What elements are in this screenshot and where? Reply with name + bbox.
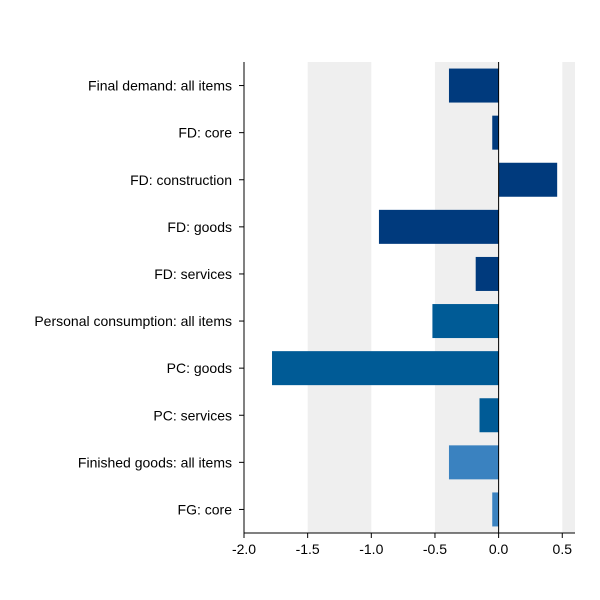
category-label: Final demand: all items bbox=[88, 78, 232, 94]
category-label: FD: services bbox=[154, 266, 232, 282]
bar-5 bbox=[432, 304, 499, 339]
background-band-0 bbox=[307, 62, 372, 533]
x-tick-label: -2.0 bbox=[232, 541, 256, 557]
x-tick-label: -1.5 bbox=[296, 541, 320, 557]
x-tick-label: 0.5 bbox=[553, 541, 573, 557]
axes-group bbox=[239, 62, 575, 538]
x-tick-label: -1.0 bbox=[359, 541, 383, 557]
bar-3 bbox=[378, 209, 499, 244]
bar-7 bbox=[479, 398, 499, 433]
bar-4 bbox=[475, 256, 499, 291]
tick-labels-group: -2.0 -1.5 -1.0 -0.5 0.0 0.5 bbox=[232, 541, 572, 557]
category-label: PC: services bbox=[153, 407, 232, 423]
bar-9 bbox=[492, 492, 499, 527]
background-bands bbox=[307, 62, 575, 533]
category-label: FD: goods bbox=[167, 219, 232, 235]
category-label: Finished goods: all items bbox=[78, 454, 232, 470]
bar-8 bbox=[448, 445, 499, 480]
category-label: FG: core bbox=[178, 501, 233, 517]
category-label: Personal consumption: all items bbox=[34, 313, 232, 329]
bars-group bbox=[272, 68, 558, 527]
category-label: PC: goods bbox=[167, 360, 232, 376]
x-tick-label: -0.5 bbox=[423, 541, 447, 557]
bar-0 bbox=[448, 68, 499, 103]
bar-6 bbox=[272, 351, 499, 386]
background-band-2 bbox=[562, 62, 575, 533]
category-labels-group: Final demand: all items FD: core FD: const… bbox=[34, 78, 232, 518]
x-tick-label: 0.0 bbox=[489, 541, 509, 557]
bar-1 bbox=[492, 115, 499, 150]
category-label: FD: core bbox=[178, 125, 232, 141]
bar-2 bbox=[498, 162, 558, 197]
category-label: FD: construction bbox=[130, 172, 232, 188]
